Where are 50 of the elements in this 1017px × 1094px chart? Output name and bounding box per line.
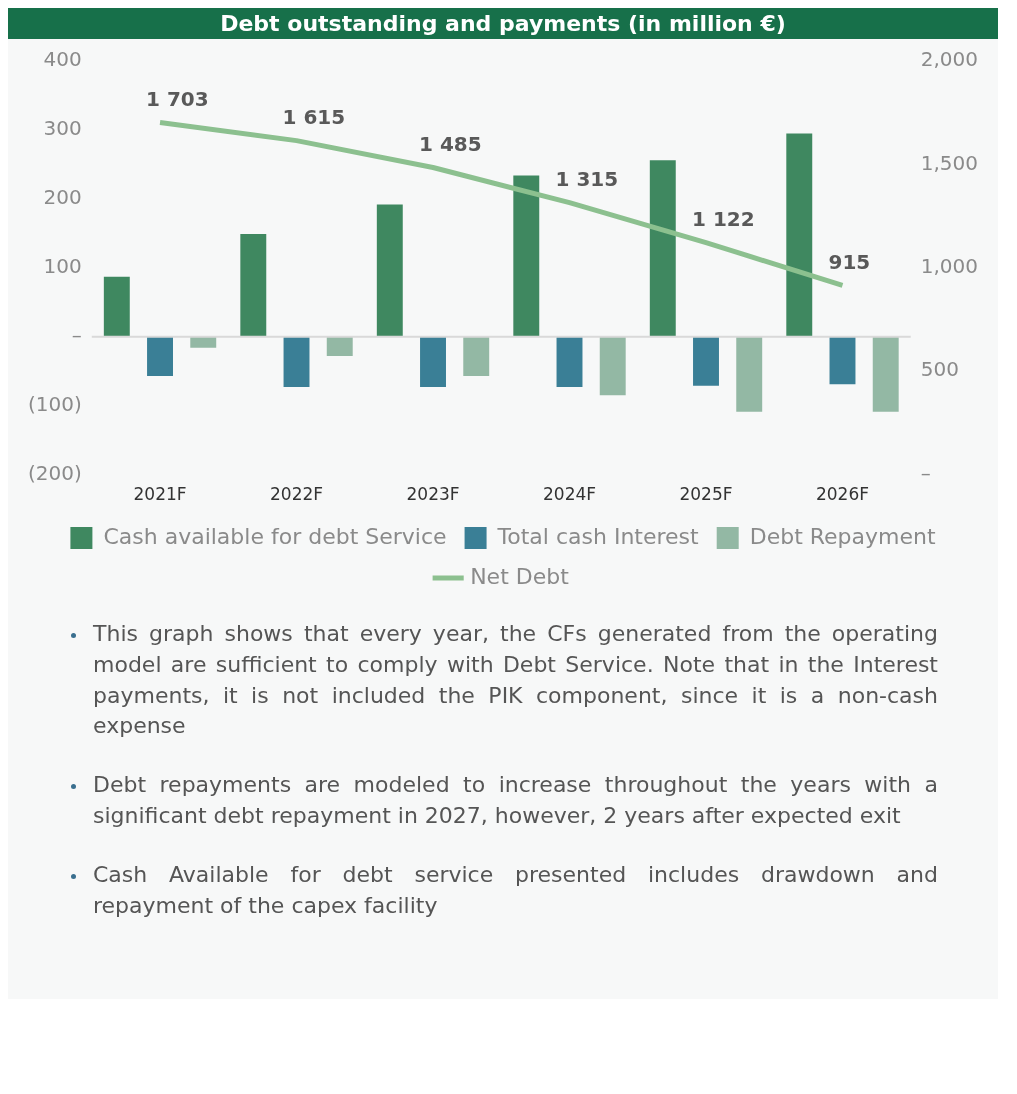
y2-tick-label: 2,000: [920, 47, 979, 72]
bar: [556, 336, 583, 388]
x-tick-label: 2024F: [542, 484, 597, 505]
data-label: 1 315: [555, 166, 619, 191]
bar: [872, 336, 899, 412]
bar: [463, 336, 490, 377]
x-tick-label: 2025F: [679, 484, 733, 505]
text: Cash Available for debt service presented includes drawdown and repayment of the capex facility: [93, 861, 938, 918]
legend-label: Cash available for debt Service: [103, 523, 447, 549]
text: This graph shows that every year, the CFs generated from the operating model are sufficient to comply with Debt Service. Note that in the Interest payments, it is not included the PIK component, since it is a non-cash expense: [93, 621, 938, 739]
y-tick-label: 300: [43, 116, 82, 141]
data-label: 1 703: [146, 86, 209, 111]
bar: [786, 133, 813, 337]
y2-tick-label: 1,000: [920, 254, 979, 278]
bar: [326, 336, 353, 357]
y-tick-label: (200): [28, 460, 82, 485]
bar: [190, 336, 217, 348]
bar: [240, 234, 267, 337]
data-label: 1 615: [282, 104, 346, 129]
y-tick-label: 200: [43, 185, 82, 210]
bar: [649, 160, 676, 337]
bar: [376, 204, 403, 337]
bar: [736, 336, 763, 412]
bar: [147, 336, 173, 377]
y-tick-label: 100: [43, 254, 82, 278]
y2-tick-label: 1,500: [920, 150, 979, 175]
legend-label: Net Debt: [470, 563, 570, 589]
x-tick-label: 2022F: [270, 484, 324, 505]
chart-title: Debt outstanding and payments (in million €): [8, 8, 998, 39]
y2-tick-label: 500: [920, 357, 959, 382]
legend-label: Debt Repayment: [749, 523, 936, 549]
bar: [599, 336, 626, 396]
y-tick-label: –: [71, 322, 82, 347]
y-tick-label: (100): [28, 391, 82, 416]
data-label: 915: [828, 249, 871, 274]
data-label: 1 485: [419, 131, 482, 156]
legend-label: Total cash Interest: [496, 523, 700, 549]
bar: [693, 336, 719, 386]
x-tick-label: 2026F: [815, 484, 870, 505]
bar: [283, 336, 310, 388]
x-tick-label: 2023F: [406, 484, 460, 505]
y2-tick-label: –: [920, 460, 931, 485]
bar: [103, 276, 130, 337]
text: Debt repayments are modeled to increase throughout the years with a significant debt repayment in 2027, however, 2 years after expected exit: [93, 772, 938, 828]
data-label: 1 122: [692, 206, 755, 231]
bar: [513, 175, 540, 337]
bar: [829, 336, 856, 385]
x-tick-label: 2021F: [133, 484, 187, 505]
bar: [420, 336, 446, 388]
y-tick-label: 400: [43, 47, 82, 72]
